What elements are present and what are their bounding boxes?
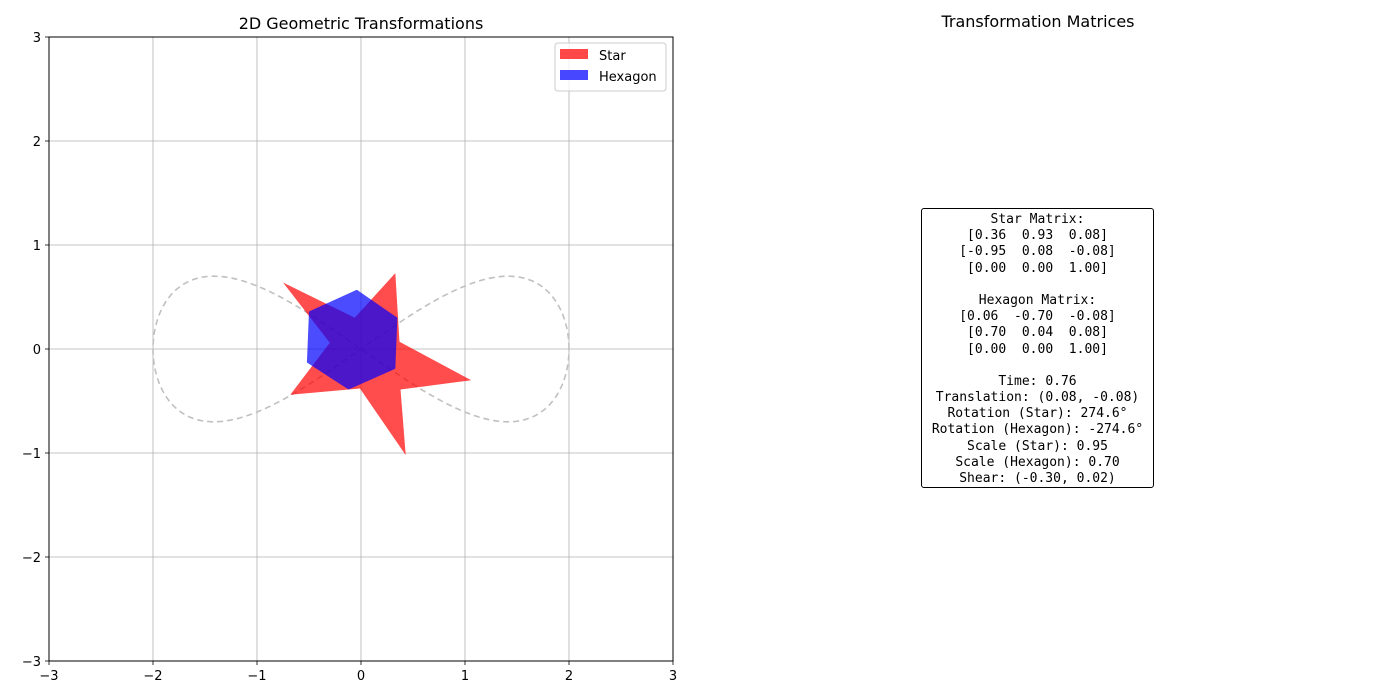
matrix-info-line: Time: 0.76 <box>998 373 1077 389</box>
matrix-info-line: Star Matrix: <box>990 212 1085 227</box>
legend: Star Hexagon <box>554 42 667 92</box>
y-tick-label: −2 <box>22 551 41 566</box>
x-tick-label: −2 <box>143 669 162 684</box>
x-tick-label: 3 <box>669 669 677 684</box>
matrix-info-box: Star Matrix: [0.36 0.93 0.08] [-0.95 0.08 … <box>921 208 1154 488</box>
matrix-info-line: [0.00 0.00 1.00] <box>967 341 1108 357</box>
matrix-info-line <box>922 277 1153 293</box>
legend-swatch-hexagon <box>560 70 588 80</box>
matrix-info-line: Hexagon Matrix: <box>978 292 1097 308</box>
y-tick-label: −1 <box>22 447 41 462</box>
matrix-info-line: Scale (Star): 0.95 <box>967 438 1108 454</box>
matrix-info-line: [0.36 0.93 0.08] <box>967 228 1108 244</box>
x-tick-label: −3 <box>39 669 58 684</box>
matrix-info-line: [0.06 -0.70 -0.08] <box>959 309 1116 325</box>
legend-swatch-star <box>560 49 588 59</box>
y-tick-label: 1 <box>33 239 41 254</box>
trajectory-dashed-line <box>152 275 570 423</box>
legend-label-hexagon: Hexagon <box>599 70 657 85</box>
axis-ticks: −3 −2 −1 0 1 2 3 −3 −2 −1 0 1 2 3 <box>22 31 677 684</box>
x-tick-label: 0 <box>357 669 365 684</box>
matrix-info-line: Rotation (Star): 274.6° <box>947 406 1128 422</box>
y-tick-label: 2 <box>33 135 41 150</box>
x-tick-label: 2 <box>565 669 573 684</box>
data-layer <box>152 273 570 456</box>
y-tick-label: −3 <box>22 655 41 670</box>
legend-label-star: Star <box>599 49 626 64</box>
matrix-info-line: [0.00 0.00 1.00] <box>967 260 1108 276</box>
plot-title: 2D Geometric Transformations <box>239 14 484 33</box>
matrix-panel-title: Transformation Matrices <box>941 12 1135 31</box>
matrix-info-line <box>922 358 1153 374</box>
matrix-info-line: Scale (Hexagon): 0.70 <box>955 454 1120 470</box>
hexagon-shape <box>306 289 398 390</box>
matrix-info-line: Translation: (0.08, -0.08) <box>935 390 1140 406</box>
y-tick-label: 3 <box>33 31 41 46</box>
matrix-info-line: [-0.95 0.08 -0.08] <box>959 244 1116 260</box>
matrix-info-line: Shear: (-0.30, 0.02) <box>959 471 1116 486</box>
x-tick-label: −1 <box>247 669 266 684</box>
y-tick-label: 0 <box>33 343 41 358</box>
matrix-info-line: [0.70 0.04 0.08] <box>967 325 1108 341</box>
matrix-info-line: Rotation (Hexagon): -274.6° <box>931 422 1144 438</box>
x-tick-label: 1 <box>461 669 469 684</box>
